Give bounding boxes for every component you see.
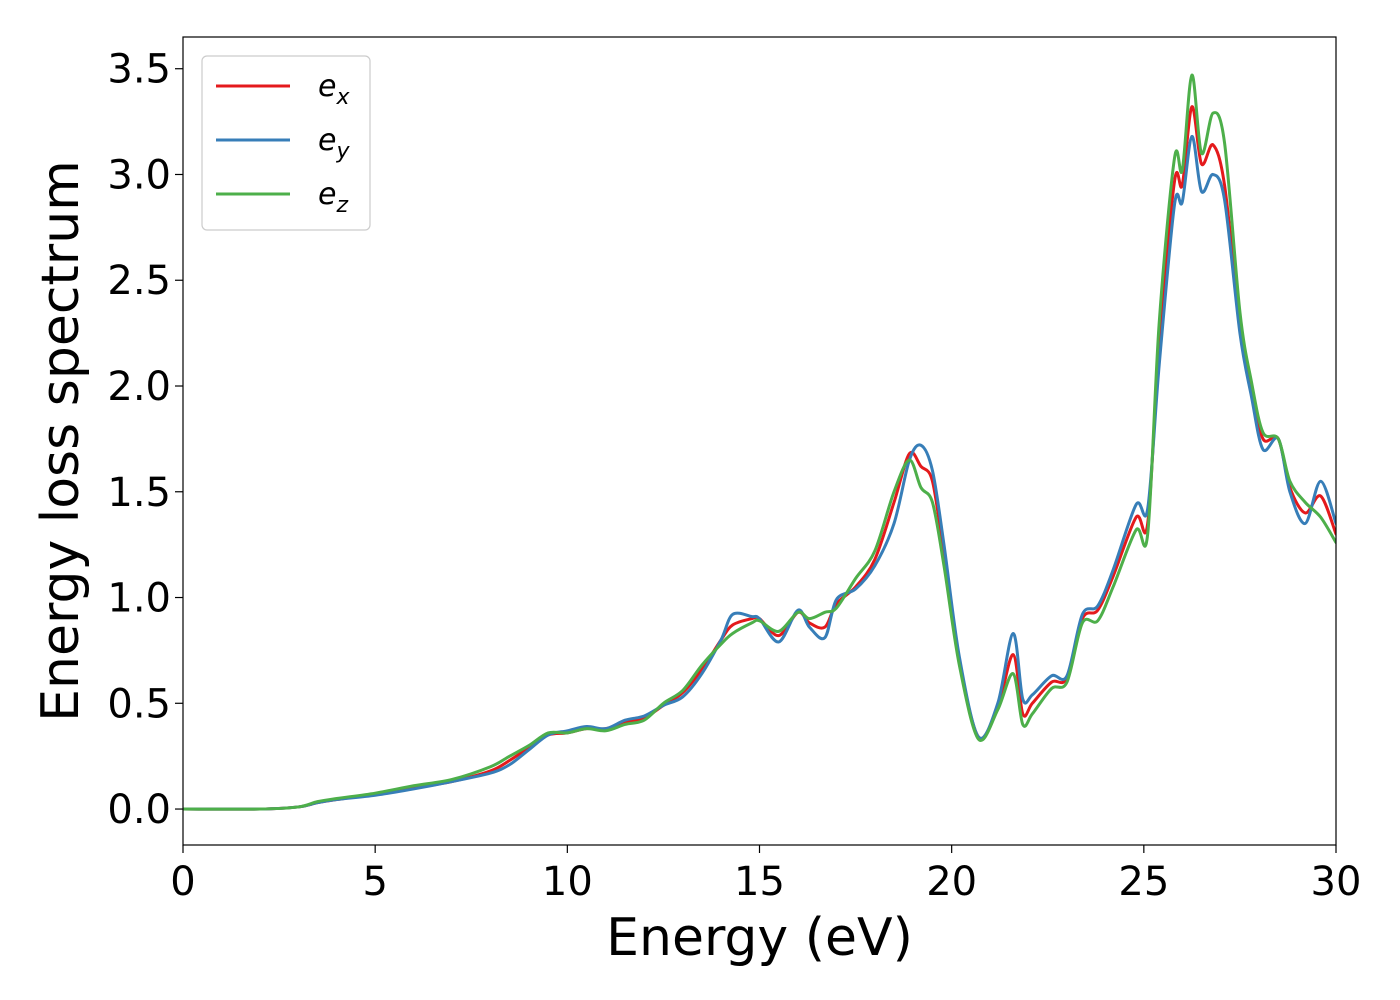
y-tick-label: 1.5 bbox=[107, 470, 171, 516]
y-tick-label: 2.0 bbox=[107, 364, 171, 410]
x-tick-label: 10 bbox=[542, 859, 593, 905]
legend-box bbox=[201, 55, 371, 231]
x-tick-label: 30 bbox=[1311, 859, 1362, 905]
y-tick-label: 3.5 bbox=[107, 47, 171, 93]
x-tick-label: 15 bbox=[734, 859, 785, 905]
y-tick-label: 0.5 bbox=[107, 681, 171, 727]
legend-label-z: ez bbox=[318, 177, 348, 218]
legend-label-x: ex bbox=[318, 69, 350, 110]
x-axis-label: Energy (eV) bbox=[606, 908, 913, 968]
y-tick-label: 1.0 bbox=[107, 576, 171, 622]
legend-label-base: e bbox=[318, 177, 336, 212]
axes-frame bbox=[182, 36, 1337, 846]
legend-label-subscript: z bbox=[335, 193, 348, 218]
series-line-y bbox=[183, 134, 1336, 811]
x-tick-label: 20 bbox=[926, 859, 977, 905]
series-line-z bbox=[183, 73, 1336, 811]
y-tick-label: 3.0 bbox=[107, 152, 171, 198]
plot-area bbox=[183, 73, 1336, 811]
legend-label-base: e bbox=[318, 123, 336, 158]
legend-label-y: ey bbox=[318, 123, 350, 164]
legend-label-subscript: y bbox=[335, 139, 350, 164]
y-axis-ticks: 0.0 0.5 1.0 1.5 2.0 2.5 3.0 3.5 bbox=[107, 47, 183, 833]
y-tick-label: 2.5 bbox=[107, 258, 171, 304]
x-tick-label: 5 bbox=[362, 859, 387, 905]
legend-label-subscript: x bbox=[335, 85, 350, 110]
y-axis-label: Energy loss spectrum bbox=[31, 160, 91, 722]
x-tick-label: 0 bbox=[170, 859, 195, 905]
x-tick-label: 25 bbox=[1118, 859, 1169, 905]
y-tick-label: 0.0 bbox=[107, 787, 171, 833]
legend-label-base: e bbox=[318, 69, 336, 104]
x-axis-ticks: 0 5 10 15 20 25 30 bbox=[170, 845, 1361, 905]
